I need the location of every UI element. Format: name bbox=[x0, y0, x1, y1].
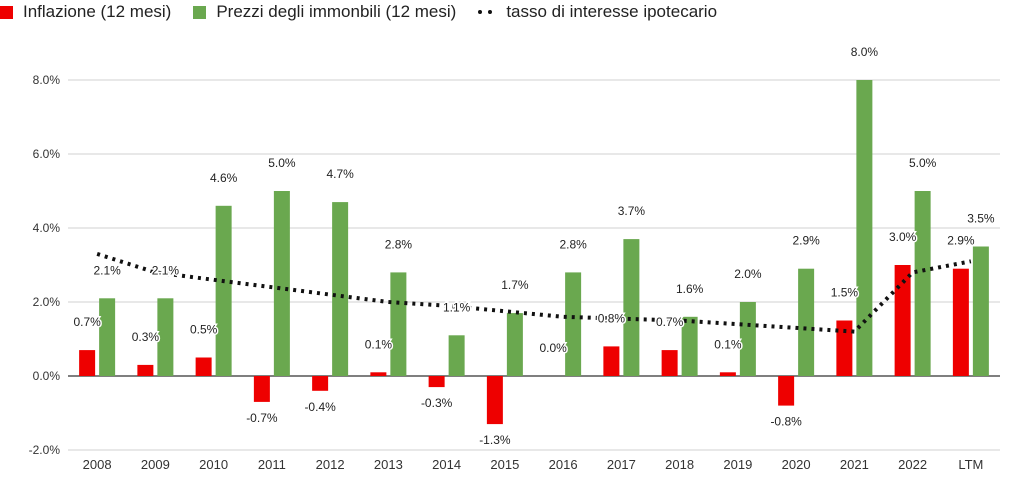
house-price-bar bbox=[856, 80, 873, 376]
x-tick-label: 2014 bbox=[432, 457, 461, 472]
house-price-data-label: 8.0% bbox=[851, 45, 879, 59]
inflation-bar bbox=[253, 376, 270, 402]
y-tick-label: 4.0% bbox=[33, 221, 61, 235]
x-tick-label: 2010 bbox=[199, 457, 228, 472]
house-price-bar bbox=[99, 298, 116, 376]
mortgage-rate-line bbox=[96, 251, 972, 334]
inflation-data-label: -1.3% bbox=[479, 433, 511, 447]
house-price-data-label: 3.5% bbox=[967, 212, 995, 226]
house-price-data-label: 5.0% bbox=[909, 156, 937, 170]
house-price-bar bbox=[332, 202, 349, 376]
house-price-bar bbox=[157, 298, 174, 376]
house-price-bar bbox=[448, 335, 465, 376]
house-price-bar bbox=[681, 316, 698, 376]
house-price-data-label: 1.6% bbox=[676, 282, 704, 296]
y-tick-label: 8.0% bbox=[33, 73, 61, 87]
inflation-data-label: -0.4% bbox=[304, 400, 336, 414]
x-tick-label: 2012 bbox=[316, 457, 345, 472]
y-tick-label: 6.0% bbox=[33, 147, 61, 161]
x-tick-label: LTM bbox=[958, 457, 983, 472]
inflation-data-label: 0.8% bbox=[598, 311, 626, 325]
legend-swatch-mortgage-rate bbox=[478, 10, 493, 14]
house-price-data-label: 5.0% bbox=[268, 156, 296, 170]
house-price-data-label: 2.0% bbox=[734, 267, 762, 281]
inflation-data-label: 2.9% bbox=[947, 234, 975, 248]
house-price-data-label: 2.1% bbox=[93, 263, 121, 277]
inflation-bar bbox=[370, 372, 387, 376]
house-price-data-label: 1.7% bbox=[501, 278, 529, 292]
x-tick-label: 2021 bbox=[840, 457, 869, 472]
house-price-bar bbox=[739, 302, 756, 376]
house-price-bar bbox=[506, 313, 523, 376]
house-price-data-label: 1.1% bbox=[443, 300, 471, 314]
inflation-bar bbox=[428, 376, 445, 388]
x-tick-label: 2013 bbox=[374, 457, 403, 472]
inflation-data-label: -0.8% bbox=[770, 415, 802, 429]
inflation-bar bbox=[778, 376, 795, 406]
legend-item-mortgage-rate: tasso di interesse ipotecario bbox=[478, 2, 717, 22]
inflation-bar bbox=[719, 372, 736, 376]
house-price-bar bbox=[215, 205, 232, 376]
inflation-data-label: 3.0% bbox=[889, 230, 917, 244]
house-price-bar bbox=[565, 272, 582, 376]
x-tick-label: 2018 bbox=[665, 457, 694, 472]
x-tick-label: 2017 bbox=[607, 457, 636, 472]
inflation-data-label: -0.3% bbox=[421, 396, 453, 410]
y-tick-label: -2.0% bbox=[29, 443, 61, 457]
inflation-bar bbox=[661, 350, 678, 376]
y-tick-label: 0.0% bbox=[33, 369, 61, 383]
legend: Inflazione (12 mesi) Prezzi degli immonb… bbox=[0, 0, 739, 24]
legend-label-mortgage-rate: tasso di interesse ipotecario bbox=[506, 2, 718, 21]
inflation-data-label: 0.7% bbox=[656, 315, 684, 329]
inflation-data-label: 1.5% bbox=[831, 286, 859, 300]
x-tick-label: 2020 bbox=[782, 457, 811, 472]
house-price-bar bbox=[390, 272, 407, 376]
house-price-data-label: 2.8% bbox=[559, 237, 587, 251]
x-tick-label: 2011 bbox=[258, 457, 286, 472]
inflation-data-label: 0.5% bbox=[190, 323, 218, 337]
inflation-data-label: -0.7% bbox=[246, 411, 278, 425]
house-price-bar bbox=[798, 268, 815, 376]
inflation-data-label: 0.3% bbox=[132, 330, 160, 344]
x-tick-label: 2015 bbox=[490, 457, 519, 472]
inflation-bar bbox=[312, 376, 329, 391]
inflation-data-label: 0.7% bbox=[73, 315, 101, 329]
legend-item-house-prices: Prezzi degli immonbili (12 mesi) bbox=[193, 2, 456, 22]
legend-label-inflation: Inflazione (12 mesi) bbox=[23, 2, 172, 21]
x-tick-label: 2019 bbox=[723, 457, 752, 472]
legend-swatch-house-prices bbox=[193, 5, 207, 19]
legend-swatch-inflation bbox=[0, 5, 13, 19]
house-price-bar bbox=[914, 191, 931, 376]
house-price-bar bbox=[972, 246, 989, 376]
house-price-data-label: 2.8% bbox=[385, 237, 413, 251]
house-price-data-label: 2.9% bbox=[792, 234, 820, 248]
inflation-bar bbox=[137, 364, 154, 376]
x-tick-label: 2016 bbox=[549, 457, 578, 472]
house-price-data-label: 4.6% bbox=[210, 171, 238, 185]
inflation-bar bbox=[952, 268, 969, 376]
house-price-data-label: 2.1% bbox=[152, 263, 180, 277]
house-price-data-label: 3.7% bbox=[618, 204, 646, 218]
inflation-bar bbox=[603, 346, 620, 376]
y-tick-label: 2.0% bbox=[33, 295, 61, 309]
x-tick-label: 2008 bbox=[83, 457, 112, 472]
x-tick-label: 2022 bbox=[898, 457, 927, 472]
inflation-bar bbox=[894, 265, 911, 376]
x-tick-label: 2009 bbox=[141, 457, 170, 472]
legend-label-house-prices: Prezzi degli immonbili (12 mesi) bbox=[216, 2, 457, 21]
house-price-bar bbox=[273, 191, 290, 376]
house-price-bar bbox=[623, 239, 640, 376]
inflation-data-label: 0.1% bbox=[714, 337, 742, 351]
inflation-bar bbox=[195, 357, 212, 376]
legend-item-inflation: Inflazione (12 mesi) bbox=[0, 2, 171, 22]
inflation-bar bbox=[836, 320, 853, 376]
house-price-data-label: 4.7% bbox=[326, 167, 354, 181]
inflation-data-label: 0.1% bbox=[365, 337, 393, 351]
inflation-data-label: 0.0% bbox=[539, 341, 567, 355]
inflation-bar bbox=[79, 350, 96, 376]
inflation-bar bbox=[486, 376, 503, 425]
